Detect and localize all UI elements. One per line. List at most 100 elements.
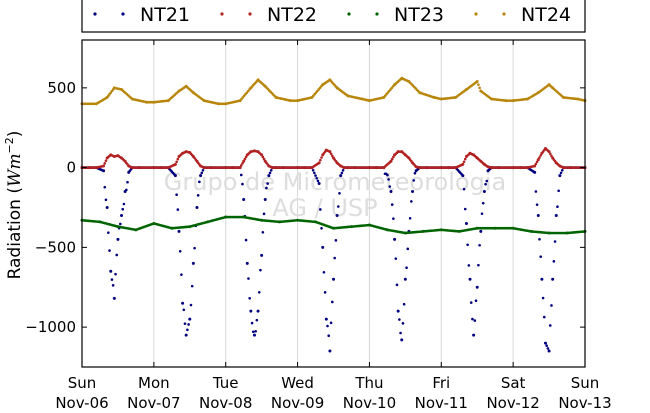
data-point-nt24 — [475, 79, 479, 83]
trace-point-nt21 — [559, 171, 563, 175]
watermark-line-1: Grupo de Micrometeorologia — [164, 168, 506, 196]
legend-label-nt22: NT22 — [267, 4, 317, 26]
data-point-nt21 — [195, 205, 199, 209]
trace-point-nt21 — [186, 328, 189, 332]
data-point-nt21 — [109, 269, 113, 273]
trace-point-nt21 — [126, 180, 129, 184]
trace-point-nt21 — [413, 171, 417, 175]
x-tick-label-day: Thu — [354, 374, 383, 392]
series-nt22 — [80, 146, 587, 170]
trace-point-nt22 — [239, 164, 243, 167]
data-point-nt21 — [396, 309, 400, 313]
trace-point-nt21 — [398, 318, 401, 321]
data-point-nt21 — [321, 245, 325, 249]
trace-point-nt22 — [463, 157, 467, 161]
data-point-nt21 — [554, 213, 558, 217]
trace-point-nt21 — [175, 193, 178, 197]
data-point-nt21 — [472, 333, 476, 337]
trace-point-nt21 — [269, 168, 273, 172]
trace-point-nt21 — [115, 253, 119, 257]
trace-point-nt21 — [478, 243, 481, 247]
trace-point-nt21 — [557, 189, 560, 193]
data-point-nt22 — [328, 150, 332, 154]
x-tick-label-date: Nov-07 — [127, 394, 180, 409]
y-axis-label: Radiation (Wm−2) — [3, 131, 25, 280]
trace-point-nt21 — [323, 291, 327, 294]
trace-point-nt21 — [394, 257, 398, 260]
trace-point-nt21 — [388, 185, 392, 188]
y-axis-label-exponent: −2 — [3, 137, 16, 153]
trace-point-nt21 — [266, 182, 269, 185]
legend-label-nt24: NT24 — [521, 4, 571, 26]
data-point-nt21 — [112, 296, 116, 300]
trace-point-nt21 — [473, 319, 477, 322]
x-tick-label-day: Tue — [212, 374, 239, 392]
trace-point-nt21 — [338, 191, 341, 195]
data-point-nt21 — [105, 205, 109, 209]
trace-point-nt22 — [534, 162, 538, 166]
x-tick-label-date: Nov-11 — [415, 394, 468, 409]
legend-marker — [220, 12, 224, 16]
trace-point-nt21 — [390, 203, 394, 206]
trace-point-nt21 — [247, 277, 250, 280]
trace-point-nt22 — [392, 155, 395, 159]
data-point-nt21 — [249, 309, 253, 313]
trace-point-nt21 — [466, 243, 469, 247]
data-point-nt21 — [252, 333, 256, 337]
trace-point-nt21 — [336, 205, 340, 208]
plot-frame — [81, 39, 586, 368]
data-point-nt21 — [389, 190, 393, 194]
trace-point-nt22 — [320, 156, 323, 159]
trace-point-nt22 — [262, 157, 266, 161]
axes — [81, 39, 586, 368]
trace-point-nt21 — [333, 256, 336, 260]
trace-point-nt22 — [535, 160, 539, 164]
trace-point-nt21 — [103, 185, 107, 189]
trace-point-nt22 — [175, 160, 178, 164]
legend-label-nt21: NT21 — [140, 4, 190, 26]
trace-point-nt22 — [244, 155, 248, 159]
trace-point-nt22 — [390, 157, 394, 161]
trace-point-nt21 — [334, 239, 338, 242]
trace-point-nt21 — [244, 238, 248, 242]
data-point-nt21 — [256, 309, 260, 313]
y-tick-label: 0 — [66, 159, 76, 177]
x-tick-label-day: Sun — [68, 374, 97, 392]
series-layer — [80, 76, 587, 353]
data-point-nt21 — [482, 190, 486, 194]
trace-point-nt21 — [268, 171, 272, 175]
data-point-nt21 — [177, 229, 181, 233]
trace-point-nt21 — [481, 201, 485, 205]
trace-point-nt22 — [538, 156, 541, 159]
trace-point-nt21 — [538, 237, 541, 241]
data-point-nt22 — [547, 150, 551, 154]
legend-label-nt23: NT23 — [394, 4, 444, 26]
trace-point-nt21 — [193, 246, 196, 250]
trace-point-nt22 — [176, 157, 180, 161]
data-point-nt21 — [263, 198, 267, 202]
trace-point-nt21 — [392, 217, 395, 220]
trace-point-nt21 — [395, 283, 399, 287]
trace-point-nt21 — [484, 182, 487, 186]
x-tick-label-date: Nov-10 — [343, 394, 396, 409]
trace-point-nt21 — [257, 290, 261, 294]
grid — [153, 40, 514, 367]
data-point-nt21 — [403, 277, 407, 281]
trace-point-nt21 — [341, 168, 345, 172]
data-point-nt21 — [533, 170, 537, 174]
watermark-line-2: AG / USP — [272, 194, 377, 222]
trace-point-nt21 — [189, 303, 193, 307]
data-point-nt21 — [475, 285, 479, 289]
trace-point-nt21 — [535, 203, 539, 206]
data-point-nt21 — [464, 221, 468, 225]
y-tick-label: −1000 — [25, 318, 76, 336]
data-point-nt22 — [317, 161, 321, 165]
trace-point-nt21 — [539, 255, 542, 258]
data-point-nt22 — [389, 159, 393, 163]
trace-point-nt22 — [241, 162, 244, 165]
x-tick-label-date: Nov-06 — [55, 394, 108, 409]
trace-point-nt24 — [478, 86, 481, 90]
data-point-nt21 — [181, 301, 185, 305]
